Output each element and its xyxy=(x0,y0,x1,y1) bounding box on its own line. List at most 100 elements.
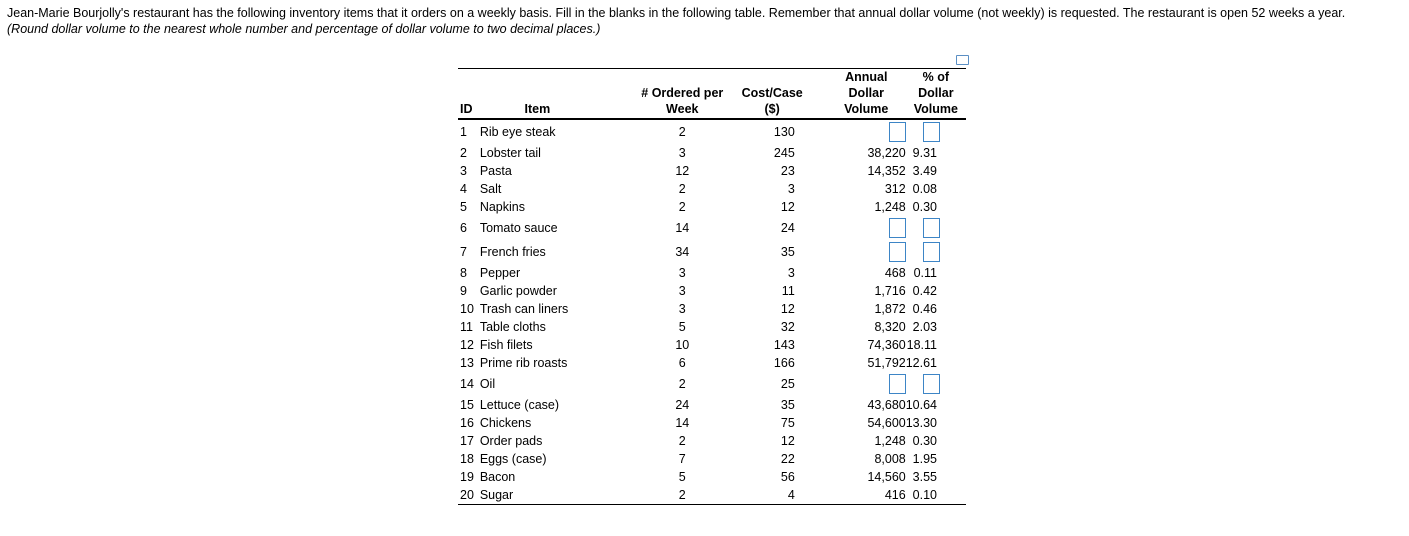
table-cell: 7 xyxy=(460,245,467,259)
answer-input[interactable] xyxy=(923,242,940,262)
table-cell: 1,248 xyxy=(874,434,906,448)
table-cell: 54,600 xyxy=(867,416,906,430)
table-cell: 2 xyxy=(460,146,467,160)
table-cell: 75 xyxy=(780,416,795,430)
table-cell: 10 xyxy=(675,338,690,352)
table-cell: 9 xyxy=(460,284,467,298)
table-cell xyxy=(815,216,906,240)
table-row: 10 Trash can liners 3 12 1,872 0.46 xyxy=(458,300,966,318)
header-line: Week xyxy=(666,102,699,116)
table-cell: 0.30 xyxy=(912,434,937,448)
table-cell: Trash can liners xyxy=(479,302,569,316)
table-cell: Napkins xyxy=(479,200,525,214)
table-cell: 166 xyxy=(773,356,795,370)
table-cell: 1 xyxy=(460,125,467,139)
answer-input[interactable] xyxy=(923,122,940,142)
answer-input[interactable] xyxy=(888,122,906,142)
answer-input[interactable] xyxy=(888,242,906,262)
table-cell: 1.95 xyxy=(912,452,937,466)
table-cell: 3.49 xyxy=(912,164,937,178)
table-cell: 7 xyxy=(678,452,686,466)
table-cell: Garlic powder xyxy=(479,284,557,298)
column-header: Annual Dollar Volume xyxy=(814,68,906,120)
table-cell: 25 xyxy=(780,377,795,391)
table-cell: 3 xyxy=(460,164,467,178)
table-cell: 2 xyxy=(635,486,730,505)
table-cell: 24 xyxy=(675,398,690,412)
table-cell: 56 xyxy=(780,470,795,484)
table-cell: 10.64 xyxy=(905,398,937,412)
table-cell: 5 xyxy=(678,470,686,484)
header-line: Volume xyxy=(844,102,889,116)
table-cell: 19 xyxy=(460,470,474,484)
table-cell: 34 xyxy=(675,245,690,259)
table-row: 17 Order pads 2 12 1,248 0.30 xyxy=(458,432,966,450)
table-cell xyxy=(815,372,906,396)
table-cell: 3 xyxy=(787,266,795,280)
copy-icon[interactable] xyxy=(956,55,969,65)
table-cell: 2 xyxy=(678,377,686,391)
table-cell: 4 xyxy=(729,486,815,505)
column-header: Item xyxy=(479,68,635,120)
table-cell: 1,248 xyxy=(874,200,906,214)
table-cell: 6 xyxy=(678,356,686,370)
table-cell: 23 xyxy=(780,164,795,178)
table-cell: 12 xyxy=(460,338,474,352)
table-cell: French fries xyxy=(479,245,546,259)
table-cell: 0.46 xyxy=(912,302,937,316)
table-row: 9 Garlic powder 3 11 1,716 0.42 xyxy=(458,282,966,300)
table-row: 7 French fries 34 35 xyxy=(458,240,966,264)
table-cell: 9.31 xyxy=(912,146,937,160)
table-cell: Lobster tail xyxy=(479,146,541,160)
table-cell: 14 xyxy=(460,377,474,391)
column-header: ID xyxy=(458,68,480,120)
table-cell: Table cloths xyxy=(479,320,546,334)
table-cell: Tomato sauce xyxy=(479,221,558,235)
answer-input[interactable] xyxy=(923,374,940,394)
table-cell: 38,220 xyxy=(867,146,906,160)
table-cell: 14 xyxy=(675,416,690,430)
table-cell xyxy=(906,119,966,144)
table-cell: Lettuce (case) xyxy=(479,398,560,412)
table-cell: Sugar xyxy=(479,486,635,505)
table-cell: 0.30 xyxy=(912,200,937,214)
table-cell: 245 xyxy=(773,146,795,160)
answer-input[interactable] xyxy=(923,218,940,238)
table-cell: Pasta xyxy=(479,164,512,178)
table-row: 19 Bacon 5 56 14,560 3.55 xyxy=(458,468,966,486)
table-cell: 43,680 xyxy=(867,398,906,412)
table-cell: Salt xyxy=(479,182,502,196)
table-cell: 32 xyxy=(780,320,795,334)
table-cell: 10 xyxy=(460,302,474,316)
table-cell: 468 xyxy=(884,266,906,280)
table-row: 2 Lobster tail 3 245 38,220 9.31 xyxy=(458,144,966,162)
table-cell: 5 xyxy=(460,200,467,214)
header-line: Annual Dollar xyxy=(845,70,888,100)
table-cell: 18.11 xyxy=(906,338,937,352)
table-cell: 12.61 xyxy=(905,356,937,370)
table-cell: 5 xyxy=(678,320,686,334)
table-row: 8 Pepper 3 3 468 0.11 xyxy=(458,264,966,282)
table-cell: 0.11 xyxy=(913,266,937,280)
table-row: 4 Salt 2 3 312 0.08 xyxy=(458,180,966,198)
table-cell: Pepper xyxy=(479,266,521,280)
table-cell: 12 xyxy=(780,200,795,214)
table-cell: 0.42 xyxy=(912,284,937,298)
table-cell: 51,792 xyxy=(867,356,906,370)
answer-input[interactable] xyxy=(888,218,906,238)
table-row: 14 Oil 2 25 xyxy=(458,372,966,396)
table-row: 3 Pasta 12 23 14,352 3.49 xyxy=(458,162,966,180)
table-row: 11 Table cloths 5 32 8,320 2.03 xyxy=(458,318,966,336)
table-cell: 16 xyxy=(460,416,474,430)
table-cell: 12 xyxy=(675,164,690,178)
table-cell xyxy=(906,372,966,396)
inventory-table: ID Item # Ordered per Week Cost/Case ($) Annua… xyxy=(458,68,966,505)
table-cell: Order pads xyxy=(479,434,543,448)
table-cell: 8,008 xyxy=(874,452,906,466)
answer-input[interactable] xyxy=(888,374,906,394)
table-cell: 15 xyxy=(460,398,474,412)
table-cell: Chickens xyxy=(479,416,532,430)
table-cell: 14,560 xyxy=(867,470,906,484)
table-cell: Rib eye steak xyxy=(479,125,556,139)
